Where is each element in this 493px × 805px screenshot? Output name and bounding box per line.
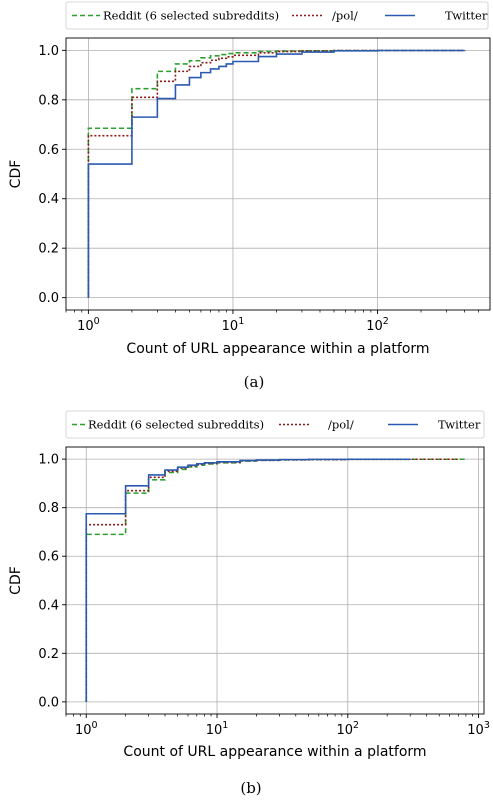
y-tick-label-1: 0.2 (38, 647, 59, 662)
y-tick-label-0: 0.0 (38, 695, 59, 710)
x-tick-label-1: 101 (206, 720, 229, 738)
x-tick-label-2: 102 (366, 316, 389, 334)
plot-frame (65, 37, 491, 311)
y-axis-label: CDF (8, 160, 24, 189)
legend-label-3: Twitter (445, 9, 488, 23)
legend-box (65, 1, 489, 30)
legend-label-3: Twitter (438, 418, 481, 432)
series-line-2 (87, 49, 466, 298)
x-axis-label: Count of URL appearance within a platfor… (123, 744, 426, 760)
chart-panel-1: 100 101 102 0.0 0.2 0.4 0.6 0.8 1.0 Count of URL … (8, 1, 491, 391)
x-axis-label: Count of URL appearance within a platfor… (126, 341, 429, 357)
y-tick-label-5: 1.0 (38, 453, 59, 468)
chart-panel-2: 100 101 102 103 0.0 0.2 0.4 0.6 0.8 1.0 Count of U… (8, 410, 490, 797)
y-tick-label-1: 0.2 (38, 242, 59, 257)
y-tick-label-4: 0.8 (38, 93, 59, 108)
figure-caption: (b) (240, 779, 261, 797)
legend-label-1: Reddit (6 selected subreddits) (88, 418, 264, 432)
x-tick-label-0: 100 (77, 316, 100, 334)
y-tick-label-3: 0.6 (38, 143, 59, 158)
x-tick-label-0: 100 (75, 720, 98, 738)
series-line-3 (85, 458, 412, 702)
x-tick-label-2: 102 (337, 720, 360, 738)
y-tick-label-2: 0.4 (38, 598, 59, 613)
y-tick-label-3: 0.6 (38, 550, 59, 565)
y-tick-label-5: 1.0 (38, 44, 59, 59)
y-tick-label-0: 0.0 (38, 291, 59, 306)
figure-caption: (a) (244, 373, 265, 391)
legend-label-2: /pol/ (328, 418, 354, 432)
y-tick-label-4: 0.8 (38, 501, 59, 516)
series-line-3 (87, 49, 466, 298)
x-tick-label-3: 103 (467, 720, 490, 738)
legend: Reddit (6 selected subreddits) /pol/Twitt… (65, 410, 485, 439)
series-line-1 (85, 458, 467, 702)
y-axis-label: CDF (8, 566, 24, 595)
x-tick-label-1: 101 (222, 316, 245, 334)
y-tick-label-2: 0.4 (38, 192, 59, 207)
series-line-2 (85, 458, 460, 702)
legend-label-1: Reddit (6 selected subreddits) (103, 9, 279, 23)
legend: Reddit (6 selected subreddits) /pol/Twitt… (65, 1, 489, 30)
legend-box (65, 410, 485, 439)
legend-label-2: /pol/ (332, 9, 358, 23)
plot-frame (65, 446, 485, 715)
series-line-1 (87, 49, 466, 298)
